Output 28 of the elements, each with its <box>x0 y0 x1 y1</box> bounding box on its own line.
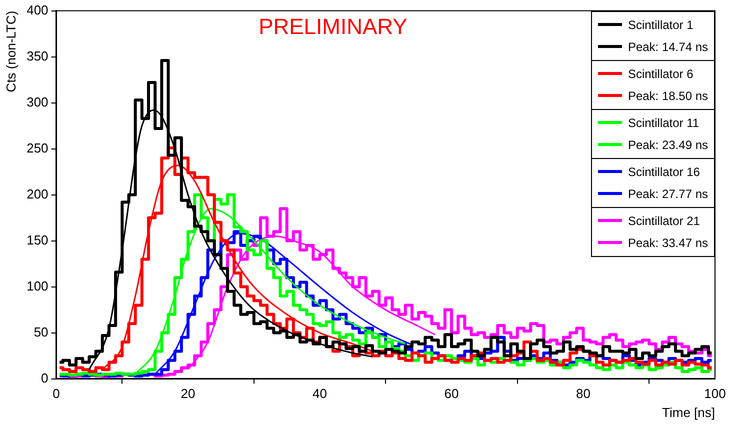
x-tick-label: 100 <box>704 386 726 402</box>
y-tick-label: 50 <box>34 324 48 340</box>
y-tick-label: 350 <box>26 48 48 64</box>
legend-label: Scintillator 1 <box>628 18 694 32</box>
legend-label: Peak: 33.47 ns <box>628 236 708 250</box>
legend-label: Peak: 14.74 ns <box>628 40 708 54</box>
legend-label: Scintillator 16 <box>628 164 700 179</box>
y-tick-label: 250 <box>26 140 48 156</box>
legend-label: Peak: 18.50 ns <box>628 88 708 103</box>
legend-label: Peak: 23.49 ns <box>628 138 708 152</box>
x-tick-label: 80 <box>576 386 590 402</box>
y-tick-label: 400 <box>26 2 48 18</box>
y-tick-label: 100 <box>26 278 48 294</box>
legend-label: Scintillator 21 <box>628 214 700 228</box>
y-tick-label: 0 <box>41 370 48 386</box>
x-axis-title: Time [ns] <box>662 404 715 420</box>
y-tick-label: 200 <box>26 186 48 202</box>
y-tick-label: 300 <box>26 94 48 110</box>
annotation: PRELIMINARY <box>258 14 408 39</box>
y-axis-title: Cts (non-LTC) <box>3 10 18 92</box>
x-tick-label: 60 <box>444 386 459 402</box>
legend-label: Scintillator 6 <box>628 66 694 81</box>
y-tick-label: 150 <box>26 232 48 248</box>
x-tick-label: 0 <box>52 386 60 402</box>
legend-label: Peak: 27.77 ns <box>628 186 708 201</box>
x-tick-label: 20 <box>180 386 196 402</box>
legend-label: Scintillator 11 <box>628 116 700 130</box>
x-tick-label: 40 <box>312 386 328 402</box>
